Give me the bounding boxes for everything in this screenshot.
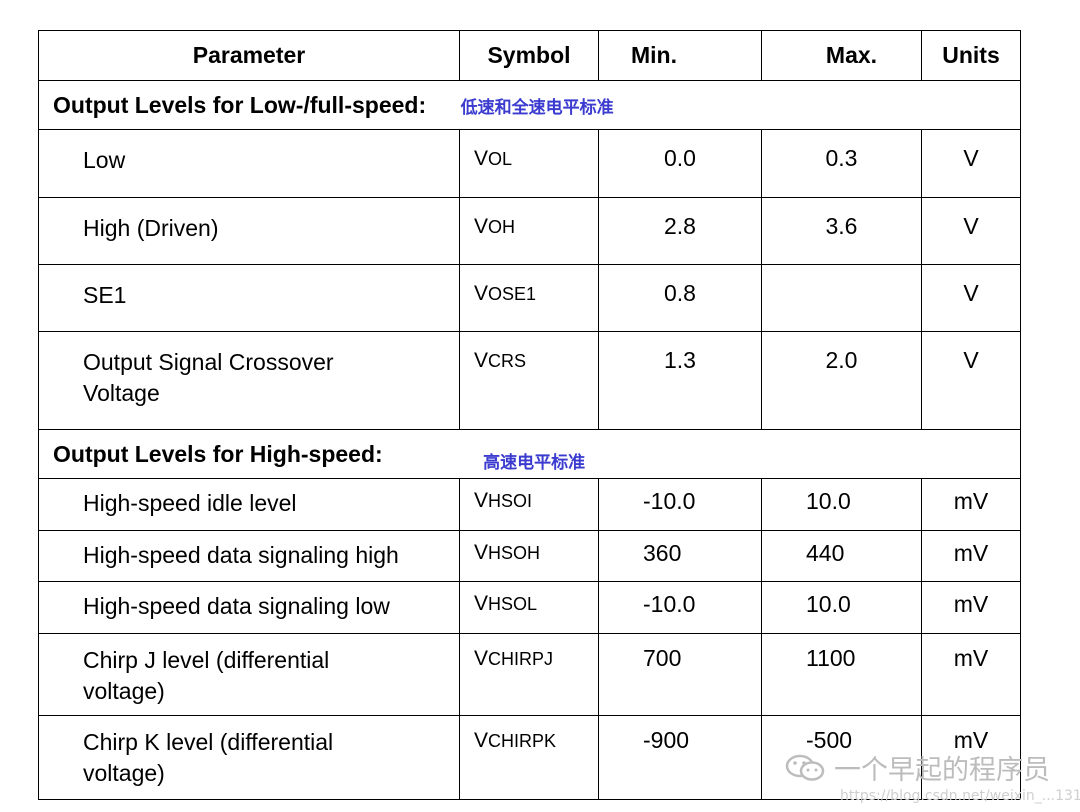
min-cell: -900 — [598, 715, 762, 800]
max-cell — [761, 264, 922, 332]
symbol-cell: VCRS — [459, 331, 599, 430]
symbol-cell: VHSOI — [459, 478, 599, 531]
section-header-low-full: Output Levels for Low-/full-speed: 低速和全速… — [38, 80, 1021, 130]
section-note-low-full: 低速和全速电平标准 — [460, 97, 614, 117]
symbol-cell: VHSOL — [459, 581, 599, 634]
max-cell: 3.6 — [761, 197, 922, 265]
header-max: Max. — [761, 30, 922, 81]
max-cell: 10.0 — [761, 581, 922, 634]
max-cell: 0.3 — [761, 129, 922, 198]
header-units: Units — [921, 30, 1021, 81]
header-row: Parameter Symbol Min. Max. Units — [38, 30, 1021, 81]
header-symbol: Symbol — [459, 30, 599, 81]
max-cell: 10.0 — [761, 478, 922, 531]
unit-cell: V — [921, 331, 1021, 430]
min-cell: 360 — [598, 530, 762, 582]
min-cell: 2.8 — [598, 197, 762, 265]
symbol-cell: VOH — [459, 197, 599, 265]
min-cell: 0.8 — [598, 264, 762, 332]
watermark-text: 一个早起的程序员 — [834, 755, 1050, 786]
param-cell: High-speed data signaling low — [38, 581, 460, 634]
wechat-icon — [784, 753, 828, 783]
symbol-cell: VHSOH — [459, 530, 599, 582]
symbol-cell: VCHIRPJ — [459, 633, 599, 716]
max-cell: 2.0 — [761, 331, 922, 430]
table-row: High-speed data signaling high VHSOH 360… — [38, 530, 1021, 582]
table-row: Output Signal Crossover Voltage VCRS 1.3 … — [38, 331, 1021, 430]
table-row: High (Driven) VOH 2.8 3.6 V — [38, 197, 1021, 265]
header-min: Min. — [598, 30, 762, 81]
param-cell: Low — [38, 129, 460, 198]
unit-cell: V — [921, 264, 1021, 332]
section-title-low-full: Output Levels for Low-/full-speed: — [53, 91, 427, 118]
min-cell: -10.0 — [598, 581, 762, 634]
symbol-cell: VCHIRPK — [459, 715, 599, 800]
max-cell: -500 — [761, 715, 922, 800]
section-header-high-speed: Output Levels for High-speed: 高速电平标准 — [38, 429, 1021, 479]
table-row: High-speed data signaling low VHSOL -10.… — [38, 581, 1021, 634]
param-cell: High-speed idle level — [38, 478, 460, 531]
table-row: SE1 VOSE1 0.8 V — [38, 264, 1021, 332]
unit-cell: mV — [921, 530, 1021, 582]
min-cell: 700 — [598, 633, 762, 716]
max-cell: 1100 — [761, 633, 922, 716]
unit-cell: mV — [921, 633, 1021, 716]
min-cell: 0.0 — [598, 129, 762, 198]
table-row: Chirp J level (differential voltage) VCHI… — [38, 633, 1021, 716]
min-cell: -10.0 — [598, 478, 762, 531]
table-row: Chirp K level (differential voltage) VCHI… — [38, 715, 1021, 800]
param-cell: Output Signal Crossover Voltage — [38, 331, 460, 430]
symbol-cell: VOSE1 — [459, 264, 599, 332]
header-parameter: Parameter — [38, 30, 460, 81]
table-row: High-speed idle level VHSOI -10.0 10.0 m… — [38, 478, 1021, 531]
param-cell: SE1 — [38, 264, 460, 332]
param-cell: Chirp J level (differential voltage) — [38, 633, 460, 716]
watermark: 一个早起的程序员 — [784, 748, 1050, 787]
param-cell: High-speed data signaling high — [38, 530, 460, 582]
unit-cell: mV — [921, 478, 1021, 531]
max-cell: 440 — [761, 530, 922, 582]
min-cell: 1.3 — [598, 331, 762, 430]
unit-cell: mV — [921, 581, 1021, 634]
param-cell: High (Driven) — [38, 197, 460, 265]
section-title-high-speed: Output Levels for High-speed: — [53, 440, 383, 467]
watermark-url: https://blog.csdn.net/weixin_...1314 — [840, 788, 1080, 804]
symbol-cell: VOL — [459, 129, 599, 198]
unit-cell: V — [921, 197, 1021, 265]
usb-output-levels-table: Parameter Symbol Min. Max. Units Output … — [38, 30, 1021, 800]
unit-cell: V — [921, 129, 1021, 198]
unit-cell: mV — [921, 715, 1021, 800]
table-row: Low VOL 0.0 0.3 V — [38, 129, 1021, 198]
section-note-high-speed: 高速电平标准 — [483, 452, 586, 472]
param-cell: Chirp K level (differential voltage) — [38, 715, 460, 800]
